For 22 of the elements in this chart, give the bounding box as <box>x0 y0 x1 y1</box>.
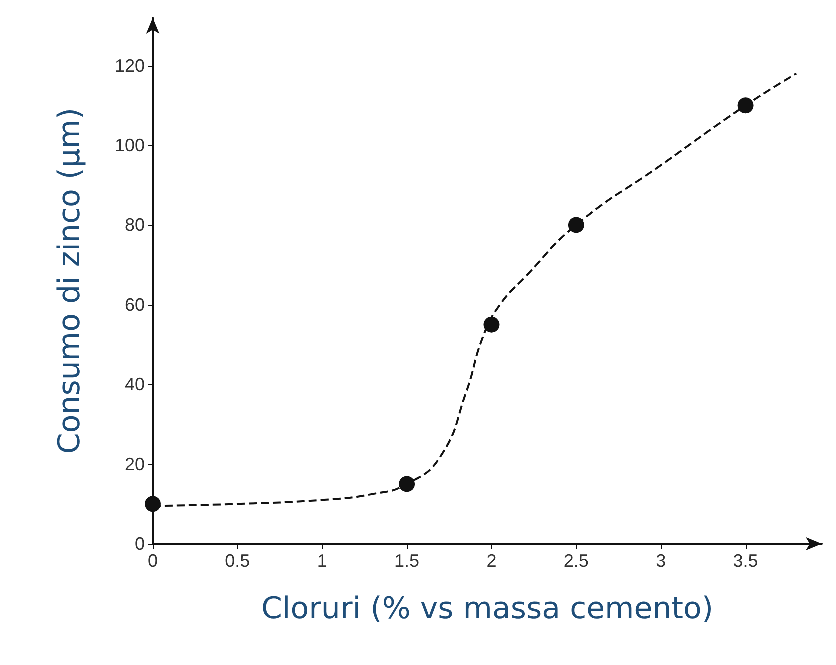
point <box>484 316 500 333</box>
point <box>568 217 584 234</box>
point <box>145 496 161 512</box>
y-tick-label: 20 <box>124 454 145 474</box>
y-tick-label: 120 <box>114 56 145 76</box>
x-tick-label: 1.5 <box>394 551 420 571</box>
y-axis-title: Consumo di zinco (µm) <box>52 108 88 454</box>
x-tick-label: 0 <box>148 551 158 571</box>
x-tick-label: 3 <box>656 551 666 571</box>
y-tick-label: 80 <box>124 215 145 236</box>
y-tick-label: 40 <box>124 374 145 395</box>
y-tick-label: 100 <box>114 136 145 156</box>
point <box>738 98 754 114</box>
y-tick-label: 60 <box>124 294 145 315</box>
x-tick-label: 3.5 <box>733 551 758 571</box>
x-tick-label: 1 <box>317 551 328 571</box>
x-axis-title: Cloruri (% vs massa cemento) <box>261 592 714 626</box>
y-tick-label: 0 <box>134 534 145 554</box>
point <box>399 476 416 492</box>
x-tick-label: 0.5 <box>225 551 250 571</box>
x-tick-label: 2.5 <box>564 551 589 571</box>
x-tick-label: 2 <box>486 551 497 571</box>
